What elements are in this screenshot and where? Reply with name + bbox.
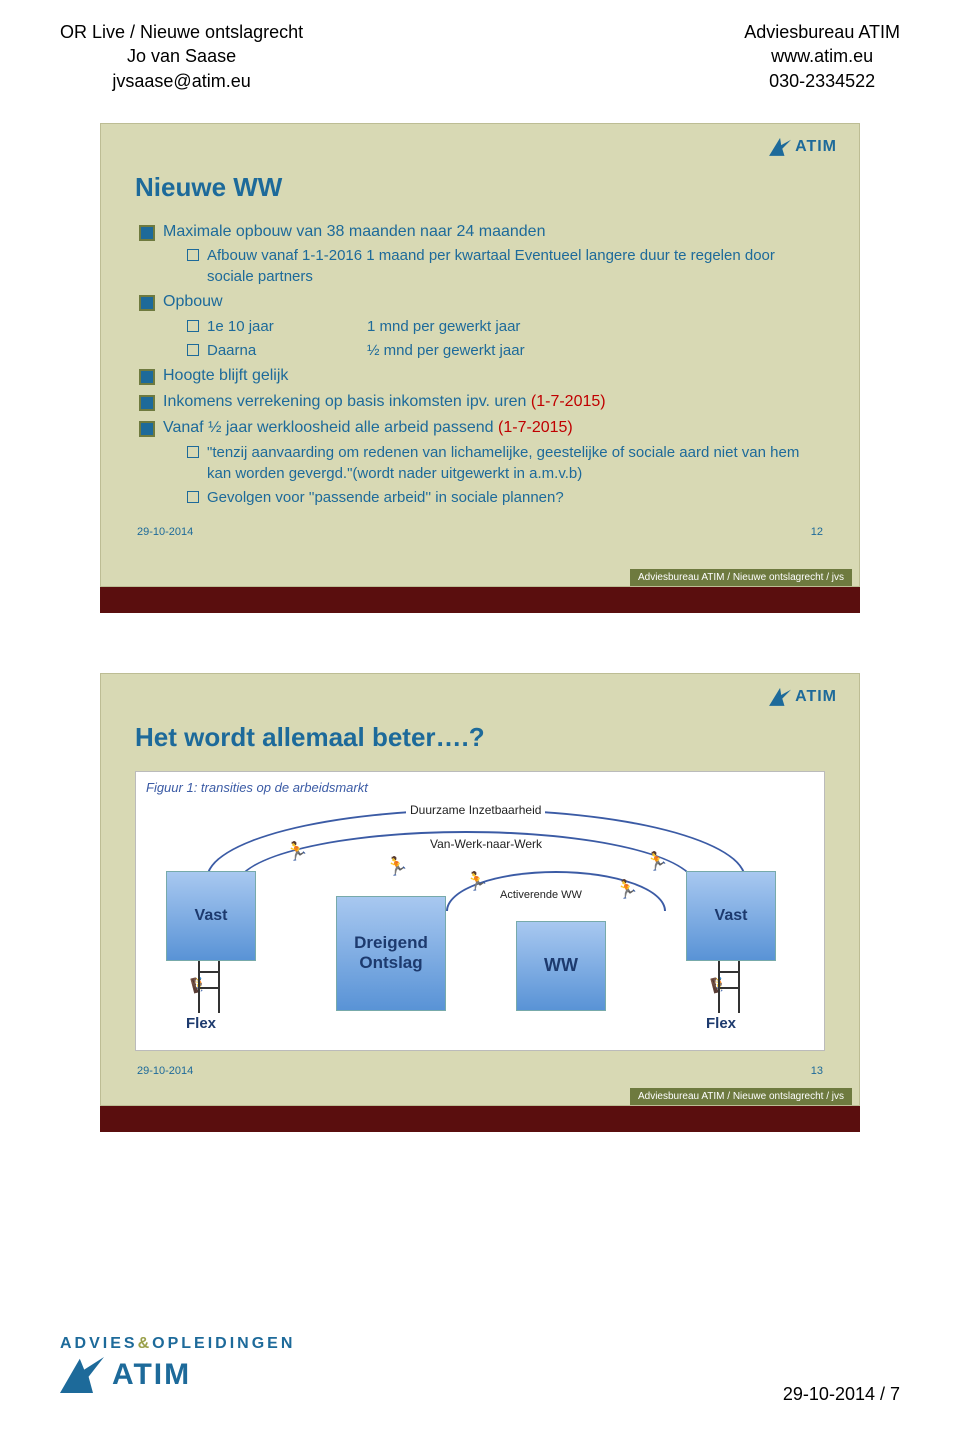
slide-body: ATIM Het wordt allemaal beter….? Figuur … <box>100 673 860 1106</box>
header-right-line: Adviesbureau ATIM <box>744 20 900 44</box>
logo-word-opleidingen: OPLEIDINGEN <box>152 1335 295 1352</box>
slide-date: 29-10-2014 <box>137 1065 193 1077</box>
sub-bullet: "tenzij aanvaarding om redenen van licha… <box>187 442 825 484</box>
slide-tag: Adviesbureau ATIM / Nieuwe ontslagrecht … <box>630 1088 852 1105</box>
header-left-line: OR Live / Nieuwe ontslagrecht <box>60 20 303 44</box>
sub-col-2: 1 mnd per gewerkt jaar <box>367 316 520 337</box>
bullet-item: Hoogte blijft gelijk <box>139 365 825 387</box>
date-highlight: (1-7-2015) <box>531 393 606 410</box>
bird-icon <box>60 1357 104 1393</box>
slide-title: Nieuwe WW <box>135 172 825 203</box>
bullet-item: Vanaf ½ jaar werkloosheid alle arbeid pa… <box>139 417 825 507</box>
header-left-line: Jo van Saase <box>60 44 303 68</box>
header-right-line: www.atim.eu <box>744 44 900 68</box>
sub-col-1: Daarna <box>207 340 327 361</box>
logo-tagline: ADVIES&OPLEIDINGEN <box>60 1335 295 1353</box>
page-footer: 29-10-2014 / 7 <box>783 1384 900 1405</box>
arc-label: Duurzame Inzetbaarheid <box>406 803 545 817</box>
arc-label: Van-Werk-naar-Werk <box>426 837 546 851</box>
sub-bullet: 1e 10 jaar 1 mnd per gewerkt jaar <box>187 316 825 337</box>
block-dreigend: Dreigend Ontslag <box>336 896 446 1011</box>
sub-bullet: Gevolgen voor ''passende arbeid'' in soc… <box>187 487 825 508</box>
logo-ampersand: & <box>138 1335 153 1352</box>
slide-1: ATIM Nieuwe WW Maximale opbouw van 38 ma… <box>100 123 860 613</box>
slide-title: Het wordt allemaal beter….? <box>135 722 825 753</box>
sub-col-1: 1e 10 jaar <box>207 316 327 337</box>
header-left-line: jvsaase@atim.eu <box>60 69 303 93</box>
block-vast-right: Vast <box>686 871 776 961</box>
slide-date: 29-10-2014 <box>137 526 193 538</box>
block-ww: WW <box>516 921 606 1011</box>
slide-page: 13 <box>811 1065 823 1077</box>
slide-strip: Adviesbureau ATIM / Nieuwe ontslagrecht … <box>100 587 860 613</box>
slide-meta: 29-10-2014 13 <box>135 1065 825 1077</box>
header-right: Adviesbureau ATIM www.atim.eu 030-233452… <box>744 20 900 93</box>
slide-body: ATIM Nieuwe WW Maximale opbouw van 38 ma… <box>100 123 860 587</box>
header-right-line: 030-2334522 <box>744 69 900 93</box>
atim-logo-large: ADVIES&OPLEIDINGEN ATIM <box>60 1335 295 1393</box>
atim-logo-small: ATIM <box>769 688 837 706</box>
atim-logo-text: ATIM <box>795 688 837 706</box>
slide-strip: Adviesbureau ATIM / Nieuwe ontslagrecht … <box>100 1106 860 1132</box>
flex-label: Flex <box>186 1015 216 1032</box>
sub-bullet: Afbouw vanaf 1-1-2016 1 maand per kwarta… <box>187 245 825 287</box>
logo-word-advies: ADVIES <box>60 1335 138 1352</box>
bullet-item: Maximale opbouw van 38 maanden naar 24 m… <box>139 221 825 287</box>
bullet-text: Vanaf ½ jaar werkloosheid alle arbeid pa… <box>163 419 498 436</box>
bullet-text: Inkomens verrekening op basis inkomsten … <box>163 393 531 410</box>
header-left: OR Live / Nieuwe ontslagrecht Jo van Saa… <box>60 20 303 93</box>
page-header: OR Live / Nieuwe ontslagrecht Jo van Saa… <box>60 20 900 93</box>
date-highlight: (1-7-2015) <box>498 419 573 436</box>
ladder-icon <box>718 961 740 1013</box>
bullet-item: Inkomens verrekening op basis inkomsten … <box>139 391 825 413</box>
sub-col-2: ½ mnd per gewerkt jaar <box>367 340 525 361</box>
diagram-caption: Figuur 1: transities op de arbeidsmarkt <box>146 780 814 795</box>
atim-logo-text: ATIM <box>795 138 837 156</box>
slide-2: ATIM Het wordt allemaal beter….? Figuur … <box>100 673 860 1132</box>
slide-page: 12 <box>811 526 823 538</box>
transition-diagram: Figuur 1: transities op de arbeidsmarkt … <box>135 771 825 1051</box>
bullet-list: Maximale opbouw van 38 maanden naar 24 m… <box>135 221 825 508</box>
bird-icon <box>769 138 791 156</box>
atim-logo-small: ATIM <box>769 138 837 156</box>
bullet-text: Opbouw <box>163 293 223 310</box>
bird-icon <box>769 688 791 706</box>
ladder-icon <box>198 961 220 1013</box>
flex-label: Flex <box>706 1015 736 1032</box>
atim-logo-text: ATIM <box>112 1358 191 1392</box>
block-vast-left: Vast <box>166 871 256 961</box>
bullet-item: Opbouw 1e 10 jaar 1 mnd per gewerkt jaar… <box>139 291 825 360</box>
slide-meta: 29-10-2014 12 <box>135 526 825 538</box>
diagram-stage: Duurzame Inzetbaarheid Van-Werk-naar-Wer… <box>146 801 814 1041</box>
bullet-text: Maximale opbouw van 38 maanden naar 24 m… <box>163 223 545 240</box>
slide-tag: Adviesbureau ATIM / Nieuwe ontslagrecht … <box>630 569 852 586</box>
sub-bullet: Daarna ½ mnd per gewerkt jaar <box>187 340 825 361</box>
page: OR Live / Nieuwe ontslagrecht Jo van Saa… <box>0 0 960 1433</box>
arc-label: Activerende WW <box>496 889 586 901</box>
